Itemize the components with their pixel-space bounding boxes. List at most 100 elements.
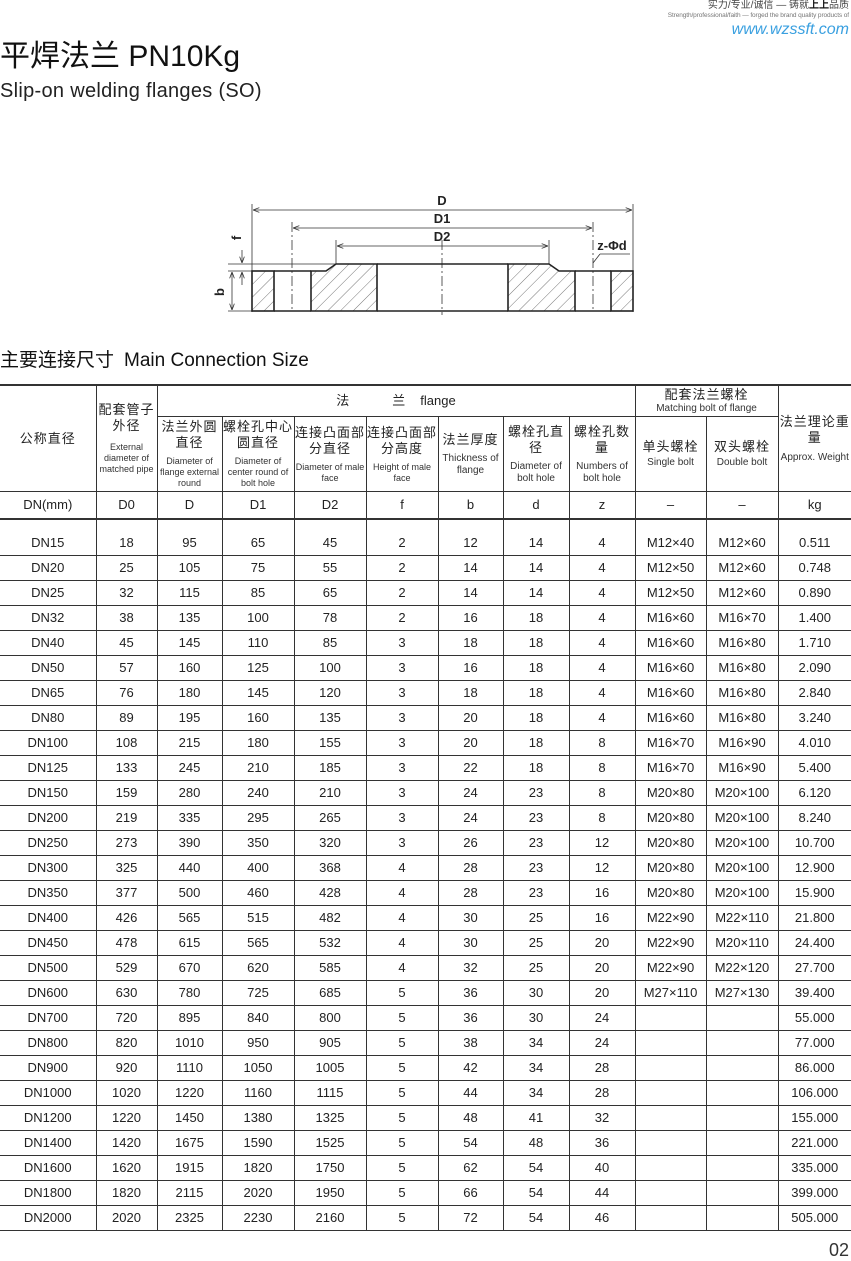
table-cell: 195 [156, 704, 223, 731]
table-cell: M20×80 [634, 879, 707, 906]
dimension-table: 公称直径 配套管子外径 External diameter of matched p… [0, 384, 851, 1231]
table-cell: 3 [365, 779, 439, 806]
table-cell: 18 [502, 654, 570, 681]
label-D: D [437, 193, 446, 208]
unit-cell: d [502, 491, 570, 520]
table-cell: M12×60 [705, 579, 779, 606]
header-zh: 法兰厚度 [442, 431, 499, 447]
table-cell: 155.000 [777, 1104, 851, 1131]
table-cell: 529 [95, 954, 158, 981]
header-zh: 公称直径 [19, 430, 76, 446]
table-cell: 180 [221, 729, 295, 756]
table-row: DN500 529 670 620 585 4 32 25 20 M22×90 M22×120 27.… [0, 954, 851, 981]
header-zh: 双头螺栓 [714, 439, 771, 454]
table-cell: 1220 [156, 1079, 223, 1106]
table-cell: DN50 [0, 654, 97, 681]
table-cell [705, 1154, 779, 1181]
table-cell: 18 [502, 679, 570, 706]
table-cell: 1450 [156, 1104, 223, 1131]
table-cell: 16 [568, 879, 636, 906]
table-cell: M20×100 [705, 854, 779, 881]
table-cell: M20×110 [705, 929, 779, 956]
table-row: DN1200 1220 1450 1380 1325 5 48 41 32 155.000 [0, 1104, 851, 1131]
table-cell: 25 [502, 954, 570, 981]
table-cell: 4 [365, 879, 439, 906]
table-cell: 20 [568, 954, 636, 981]
table-row: DN1800 1820 2115 2020 1950 5 66 54 44 399.000 [0, 1179, 851, 1206]
label-f: f [229, 235, 244, 240]
table-cell: M22×90 [634, 954, 707, 981]
table-cell: 5 [365, 1004, 439, 1031]
table-cell: 215 [156, 729, 223, 756]
header-en: Approx. Weight [780, 451, 849, 463]
table-cell: DN1600 [0, 1154, 97, 1181]
table-cell: 482 [293, 904, 367, 931]
table-cell [705, 1004, 779, 1031]
table-cell: 48 [502, 1129, 570, 1156]
table-row: DN450 478 615 565 532 4 30 25 20 M22×90 M20×110 24.… [0, 929, 851, 956]
table-cell: 34 [502, 1029, 570, 1056]
table-cell: 1820 [95, 1179, 158, 1206]
table-cell: 20 [568, 979, 636, 1006]
table-cell: M20×80 [634, 804, 707, 831]
table-cell: 38 [437, 1029, 504, 1056]
table-row: DN40 45 145 110 85 3 18 18 4 M16×60 M16×80 1.710 [0, 629, 851, 656]
table-cell: 24 [568, 1029, 636, 1056]
table-cell: 45 [95, 629, 158, 656]
table-cell: 18 [502, 754, 570, 781]
table-cell: M16×60 [634, 704, 707, 731]
table-cell: M16×90 [705, 754, 779, 781]
label-hole: z-Φd [597, 238, 626, 253]
header-en: Height of male face [372, 461, 432, 483]
table-cell: 12 [437, 518, 504, 556]
table-row: DN300 325 440 400 368 4 28 23 12 M20×80 M20×100 12.… [0, 854, 851, 881]
table-cell: 400 [221, 854, 295, 881]
table-cell: DN1000 [0, 1079, 97, 1106]
table-cell: DN150 [0, 779, 97, 806]
header-col-4: 连接凸面部分直径 Diameter of male face [293, 416, 367, 492]
header-en: Numbers of bolt hole [576, 460, 628, 484]
table-cell: M16×80 [705, 704, 779, 731]
table-cell: 110 [221, 629, 295, 656]
table-cell [705, 1079, 779, 1106]
unit-cell: kg [777, 491, 851, 520]
table-row: DN150 159 280 240 210 3 24 23 8 M20×80 M20×100 6.12… [0, 779, 851, 806]
table-cell: 8 [568, 729, 636, 756]
table-cell: 20 [437, 704, 504, 731]
table-cell: 55 [293, 554, 367, 581]
table-cell: 2.090 [777, 654, 851, 681]
table-cell: 62 [437, 1154, 504, 1181]
table-cell: 2020 [95, 1204, 158, 1231]
table-row: DN1600 1620 1915 1820 1750 5 62 54 40 335.000 [0, 1154, 851, 1181]
table-cell: 1115 [293, 1079, 367, 1106]
table-cell: 108 [95, 729, 158, 756]
table-cell: 28 [568, 1054, 636, 1081]
table-cell: 135 [156, 604, 223, 631]
table-cell: 1675 [156, 1129, 223, 1156]
table-cell: 34 [502, 1054, 570, 1081]
header-en: Single bolt [647, 457, 694, 468]
table-cell: 45 [293, 518, 367, 556]
header-en: External diameter of matched pipe [99, 442, 154, 474]
table-cell: 8.240 [777, 804, 851, 831]
table-cell: 335.000 [777, 1154, 851, 1181]
table-cell: 20 [437, 729, 504, 756]
table-row: DN200 219 335 295 265 3 24 23 8 M20×80 M20×100 8.24… [0, 804, 851, 831]
table-cell [634, 1129, 707, 1156]
website-url[interactable]: www.wzssft.com [731, 21, 849, 38]
table-cell: 23 [502, 854, 570, 881]
table-cell [634, 1004, 707, 1031]
table-cell: 1915 [156, 1154, 223, 1181]
table-cell: 36 [437, 1004, 504, 1031]
unit-cell: b [437, 491, 504, 520]
group-flange-zh: 法 兰 [336, 393, 407, 408]
group-bolt-en: Matching bolt of flange [656, 403, 757, 414]
unit-cell: D1 [221, 491, 295, 520]
slogan-prefix: 实力/专业/诚信 — 铸就 [707, 0, 809, 11]
header-zh: 连接凸面部分高度 [366, 424, 437, 456]
table-cell: 16 [437, 654, 504, 681]
table-cell: 57 [95, 654, 158, 681]
table-cell: 3 [365, 829, 439, 856]
header-col-5: 连接凸面部分高度 Height of male face [365, 416, 439, 492]
table-row: DN800 820 1010 950 905 5 38 34 24 77.000 [0, 1029, 851, 1056]
